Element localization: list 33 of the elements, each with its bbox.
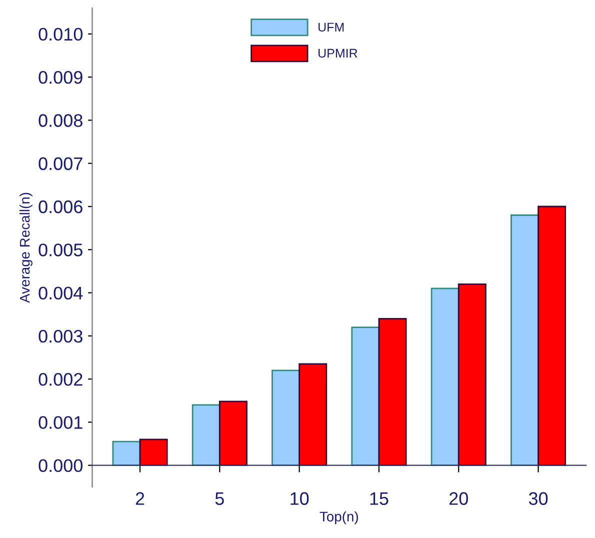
y-tick-label: 0.000 <box>38 459 82 472</box>
x-tick-label: 10 <box>290 492 309 505</box>
bar <box>139 438 168 466</box>
x-tick-label: 30 <box>528 492 548 505</box>
bar <box>218 400 248 466</box>
y-tick-label: 0.008 <box>38 114 82 127</box>
y-axis-title: Average Recall(n) <box>20 192 32 303</box>
y-tick-label: 0.001 <box>38 416 82 429</box>
bar <box>298 363 328 466</box>
legend-label: UFM <box>318 22 344 32</box>
legend-label: UPMIR <box>318 48 358 58</box>
bar <box>112 440 141 466</box>
bar <box>351 326 380 466</box>
x-tick-label: 15 <box>370 492 388 505</box>
y-tick-label: 0.005 <box>38 244 82 256</box>
y-tick-label: 0.004 <box>38 286 83 300</box>
y-tick-label: 0.006 <box>38 200 82 214</box>
x-tick-label: 20 <box>450 492 468 505</box>
x-axis-title: Top(n) <box>320 511 358 524</box>
y-tick-label: 0.010 <box>38 28 82 41</box>
y-tick-label: 0.009 <box>38 71 82 84</box>
bar <box>192 404 220 466</box>
bar <box>510 214 539 466</box>
bar <box>458 283 486 466</box>
x-tick-label: 5 <box>215 492 224 505</box>
bar <box>430 288 460 466</box>
bar <box>378 318 407 466</box>
x-tick-label: 2 <box>136 492 144 505</box>
bar <box>272 370 300 466</box>
y-tick-label: 0.003 <box>38 330 82 343</box>
y-tick-label: 0.007 <box>38 157 82 170</box>
bar <box>538 206 566 466</box>
y-tick-label: 0.002 <box>38 372 82 386</box>
